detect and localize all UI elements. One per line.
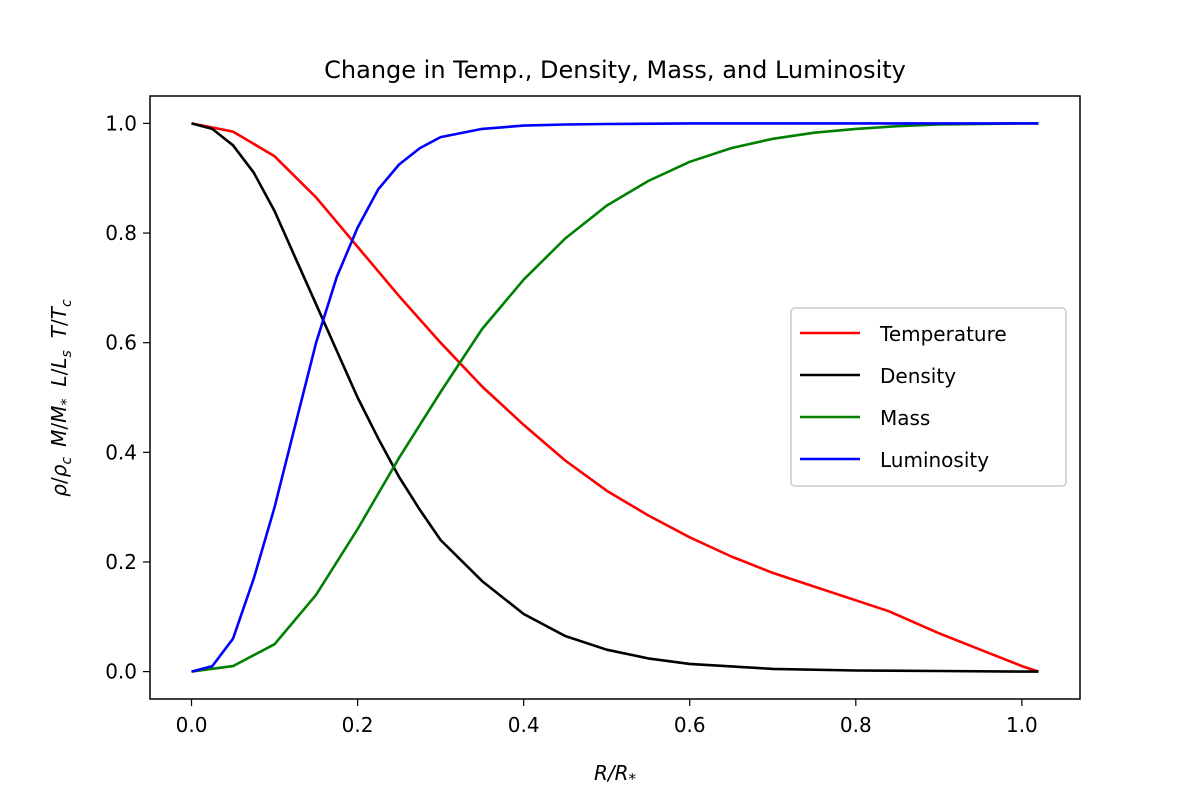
x-tick-label: 0.2 <box>342 713 374 737</box>
legend-label-mass: Mass <box>880 406 930 430</box>
y-axis-ticks: 0.0 0.2 0.4 0.6 0.8 1.0 <box>105 111 150 684</box>
legend: Temperature Density Mass Luminosity <box>790 307 1067 487</box>
x-tick-label: 0.0 <box>176 713 208 737</box>
legend-label-luminosity: Luminosity <box>880 448 989 472</box>
x-axis-label: R/R* <box>594 761 637 788</box>
series-line-temperature <box>191 122 1039 673</box>
x-tick-label: 0.6 <box>674 713 706 737</box>
legend-frame <box>790 307 1067 487</box>
y-tick-label: 0.0 <box>105 660 137 684</box>
y-axis-label: ρ/ρcM/M*L/LsT/Tc <box>47 299 75 497</box>
y-tick-label: 0.8 <box>105 221 137 245</box>
legend-label-temperature: Temperature <box>879 322 1007 346</box>
series-line-density <box>191 122 1039 673</box>
y-tick-label: 0.6 <box>105 331 137 355</box>
legend-label-density: Density <box>880 364 956 388</box>
x-tick-label: 1.0 <box>1006 713 1038 737</box>
x-tick-label: 0.8 <box>840 713 872 737</box>
series-line-mass <box>191 122 1039 673</box>
y-tick-label: 0.2 <box>105 550 137 574</box>
chart-title: Change in Temp., Density, Mass, and Lumi… <box>324 56 906 84</box>
y-tick-label: 0.4 <box>105 440 137 464</box>
series-lines <box>191 122 1039 673</box>
x-tick-label: 0.4 <box>508 713 540 737</box>
series-line-luminosity <box>191 122 1039 673</box>
x-axis-ticks: 0.0 0.2 0.4 0.6 0.8 1.0 <box>176 699 1038 737</box>
y-tick-label: 1.0 <box>105 111 137 135</box>
